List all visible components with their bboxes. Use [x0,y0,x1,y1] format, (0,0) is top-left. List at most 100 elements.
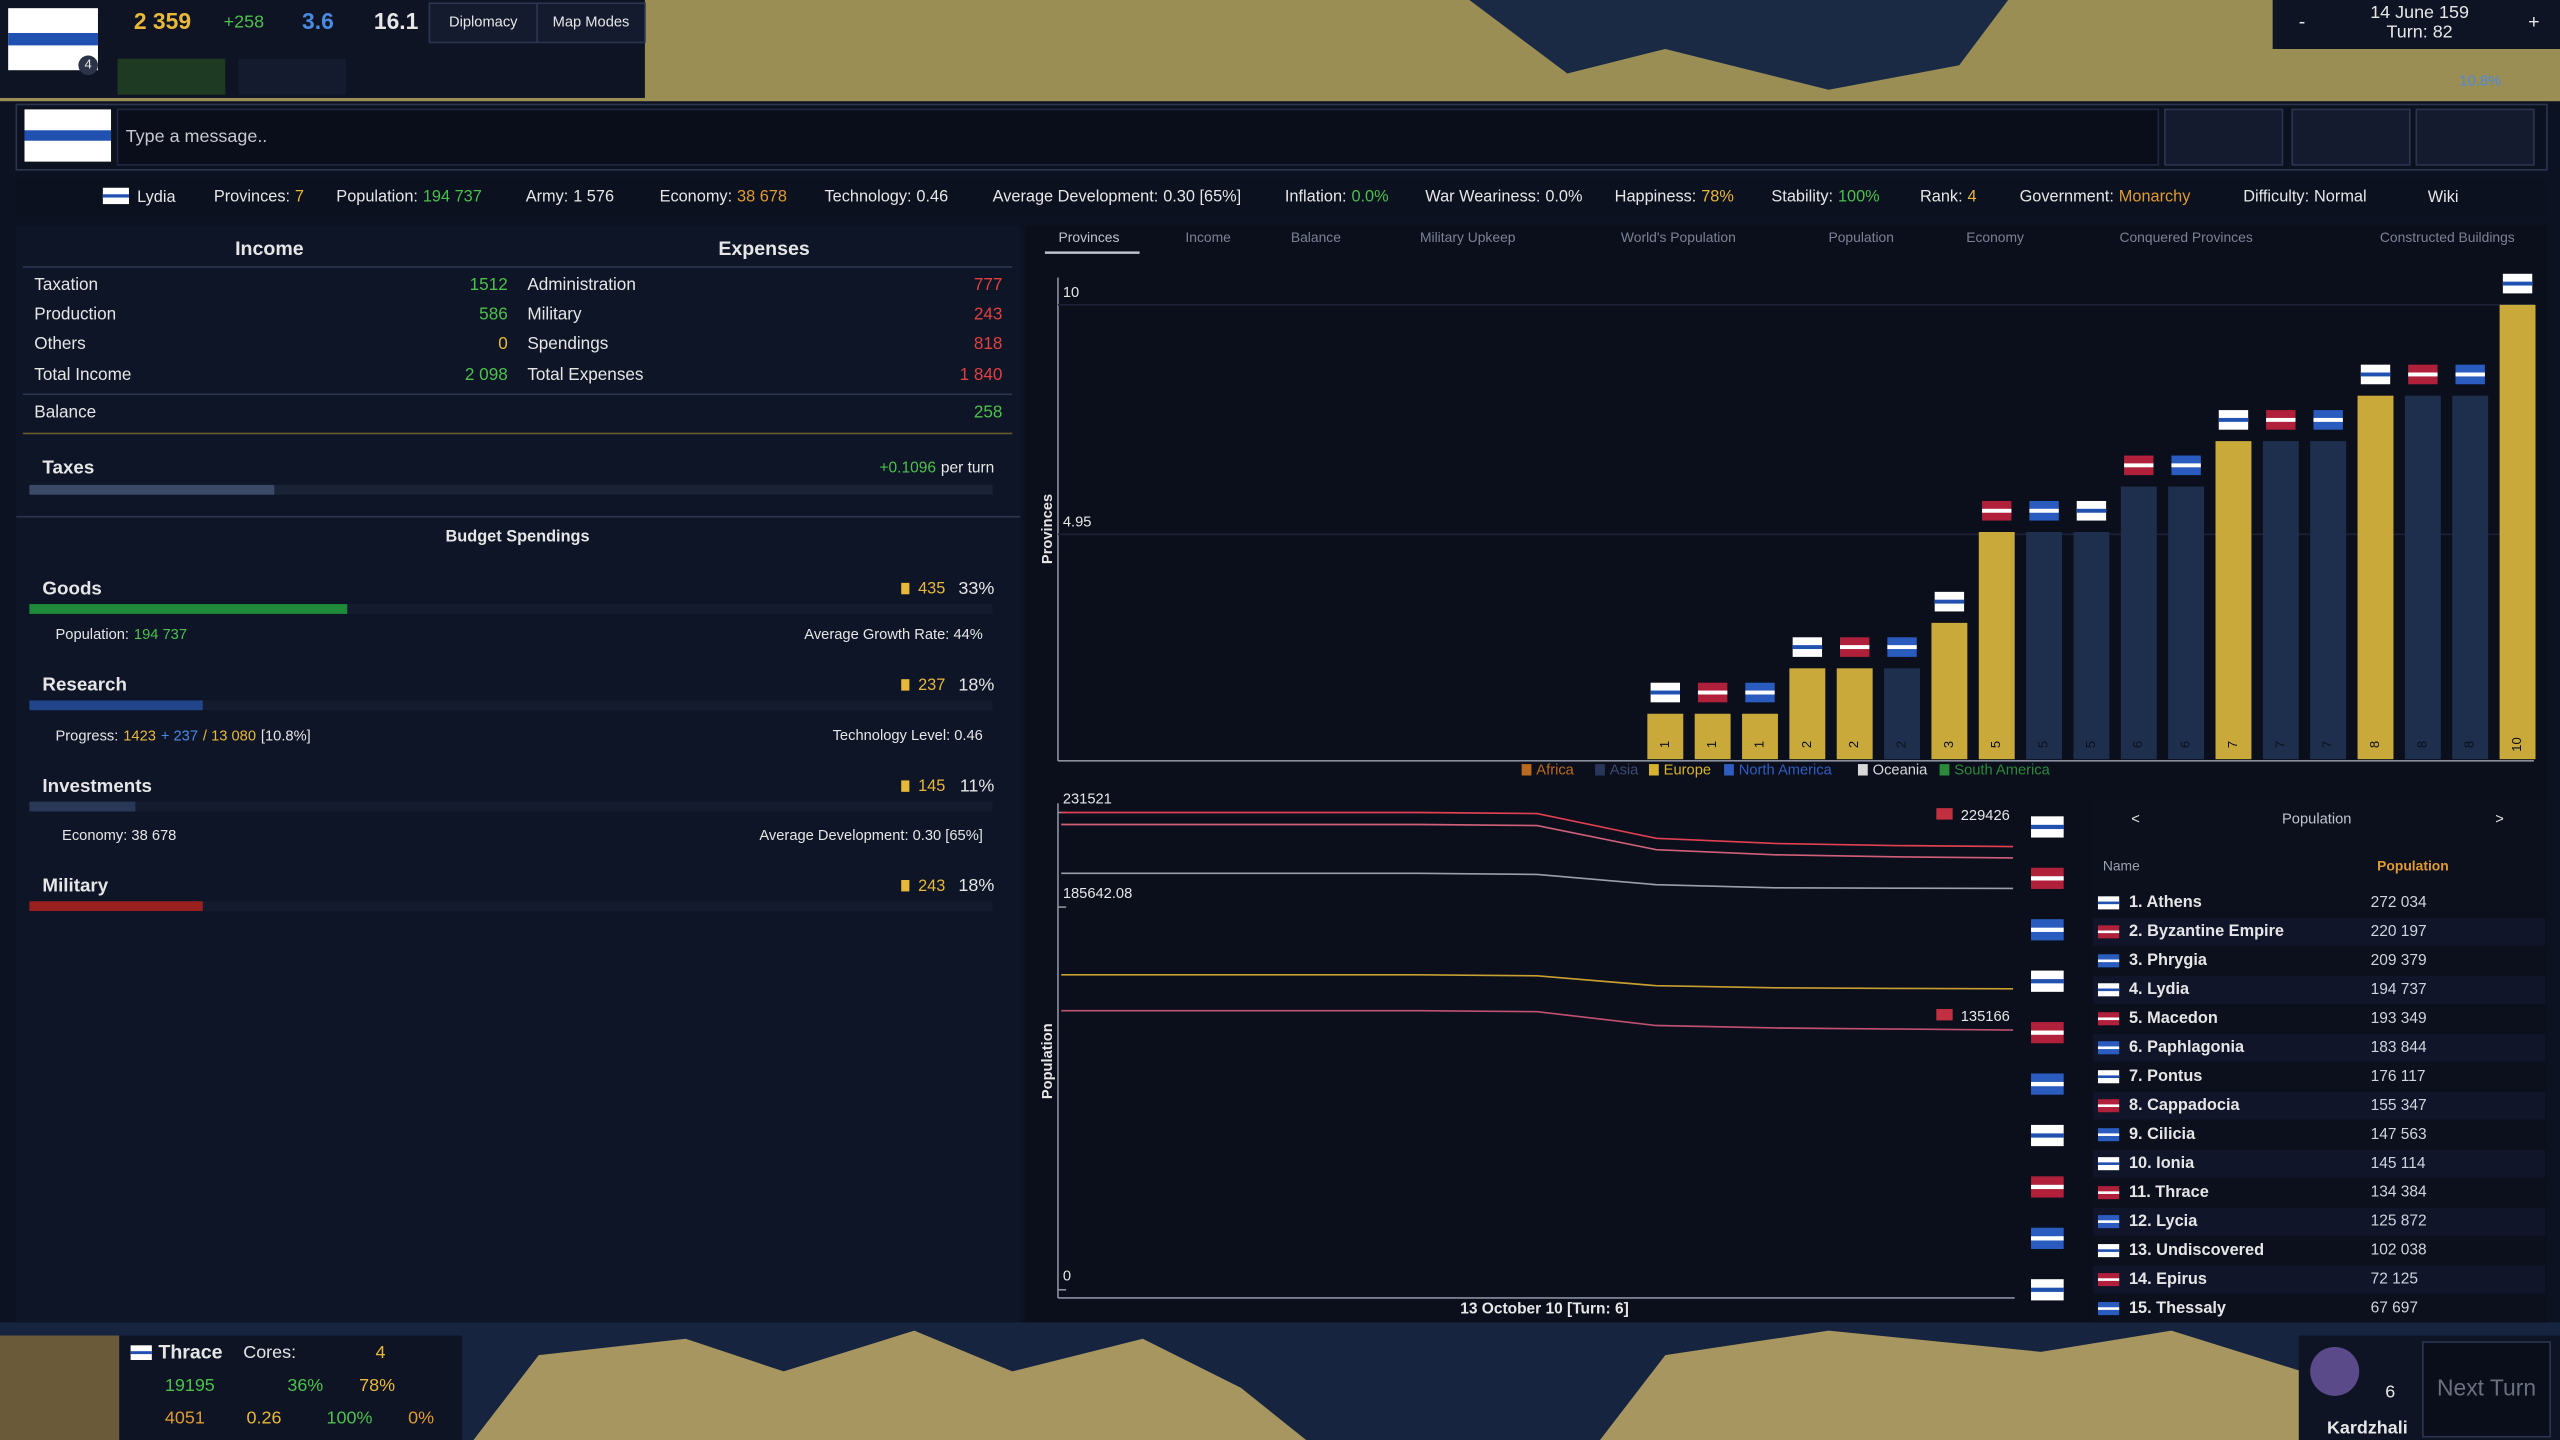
stat: Stability: 100% [1771,188,1879,206]
label: 18% [958,674,994,694]
tab-underline [1044,251,1140,254]
bar [2499,304,2536,760]
bar-value-label: 3 [1941,741,1956,748]
bar [2357,395,2394,760]
row-bg [2093,1091,2546,1120]
flag-stripe [2266,417,2296,422]
tab[interactable]: Balance [1291,229,1341,245]
row-name: 6. Paphlagonia [2129,1038,2245,1056]
spend-bar [29,700,203,711]
flag-stripe [1650,690,1680,695]
flag-stripe [1982,508,2012,513]
menu-button-label[interactable]: Diplomacy [449,15,518,31]
label-part: +0.1096 [879,460,935,477]
bar [2026,531,2063,760]
bar-value-label: 2 [1799,741,1814,748]
flag-stripe [2124,463,2154,468]
menu-button[interactable] [536,2,646,44]
label-part: Stability: [1771,188,1833,206]
tab[interactable]: Economy [1966,229,2024,245]
flag-stripe [1697,690,1728,695]
line-series [1061,823,2014,859]
row-bg [2093,975,2546,1004]
spend-slider [29,700,993,711]
flag-stripe [2097,901,2120,905]
badge [78,55,98,76]
y-axis-label: Provinces [1040,494,1056,564]
bar [1694,713,1731,760]
label: Technology Level: 0.46 [833,728,983,744]
bar [1647,713,1684,760]
flag [1936,808,1953,820]
menu-button[interactable] [428,2,538,44]
flag-stripe [2029,508,2059,513]
label-part: / 13 080 [203,728,256,744]
toggle-button[interactable] [117,58,226,95]
legend-swatch [1648,764,1659,776]
prev-button[interactable]: < [2131,811,2140,827]
label-part: Government: [2020,188,2114,206]
coin-icon [901,880,910,892]
slider-fill [29,484,275,495]
legend-swatch [1939,764,1950,776]
row-bg [2093,1207,2546,1236]
tab[interactable]: Military Upkeep [1420,229,1516,245]
bar-value-label: 6 [2178,741,2193,748]
flag-stripe [2031,1133,2064,1138]
label: Lydia [137,188,176,206]
land [473,1330,1307,1440]
tab[interactable]: Population [1828,229,1894,245]
tab[interactable]: Income [1185,229,1231,245]
label: 586 [479,304,508,324]
label: 18% [958,875,994,895]
tab[interactable]: Provinces [1059,229,1120,245]
chat-input[interactable] [116,108,2160,166]
stat: Rank: 4 [1920,188,1977,206]
next-button[interactable]: > [2495,811,2504,827]
label-part: Technology: [824,188,911,206]
row-bg [2093,1033,2546,1062]
stat: Difficulty: Normal [2243,188,2366,206]
flag-stripe [2031,927,2064,932]
toggle-button[interactable] [238,58,347,95]
row-value: 176 117 [2371,1068,2426,1085]
tab[interactable]: World's Population [1621,229,1736,245]
label-part: Population: [56,627,129,643]
flag-stripe [8,32,98,46]
wiki-link[interactable]: Wiki [2428,188,2459,206]
flag-stripe [2031,1030,2064,1035]
label-part: + 237 [161,728,198,744]
end-label: 229426 [1961,808,2010,824]
chat-placeholder[interactable]: Type a message.. [126,126,268,146]
label-part: [10.8%] [261,728,311,744]
divider [16,515,1021,518]
zoom-out[interactable]: - [2299,11,2306,33]
label: Production [34,304,116,324]
row-name: 12. Lycia [2129,1212,2198,1230]
bar-value-label: 2 [1846,741,1861,748]
next-turn-button[interactable] [2422,1341,2552,1438]
stats-bar [16,179,2547,216]
zoom-in[interactable]: + [2528,11,2539,33]
flag-stripe [2097,1104,2120,1108]
label: Turn: 82 [2387,21,2453,41]
bar [1884,668,1920,760]
label-part: Happiness: [1615,188,1697,206]
label: Average Development: 0.30 [65%] [759,828,982,844]
label: 6 [2385,1381,2395,1401]
label-part: Progress: [56,728,119,744]
label: Average Growth Rate: 44% [804,627,983,643]
next-turn-label[interactable]: Next Turn [2437,1374,2536,1400]
menu-button-label[interactable]: Map Modes [553,15,630,31]
chat-button[interactable] [2415,108,2535,166]
y-tick-label: 4.95 [1063,515,1092,531]
bar [2452,395,2489,760]
row-value: 183 844 [2371,1039,2427,1056]
tab[interactable]: Conquered Provinces [2119,229,2252,245]
tab[interactable]: Constructed Buildings [2380,229,2515,245]
chat-button[interactable] [2164,108,2284,166]
flag-stripe [2097,959,2120,963]
bar [1931,622,1968,760]
flag-stripe [1840,645,1870,650]
chat-button[interactable] [2291,108,2411,166]
